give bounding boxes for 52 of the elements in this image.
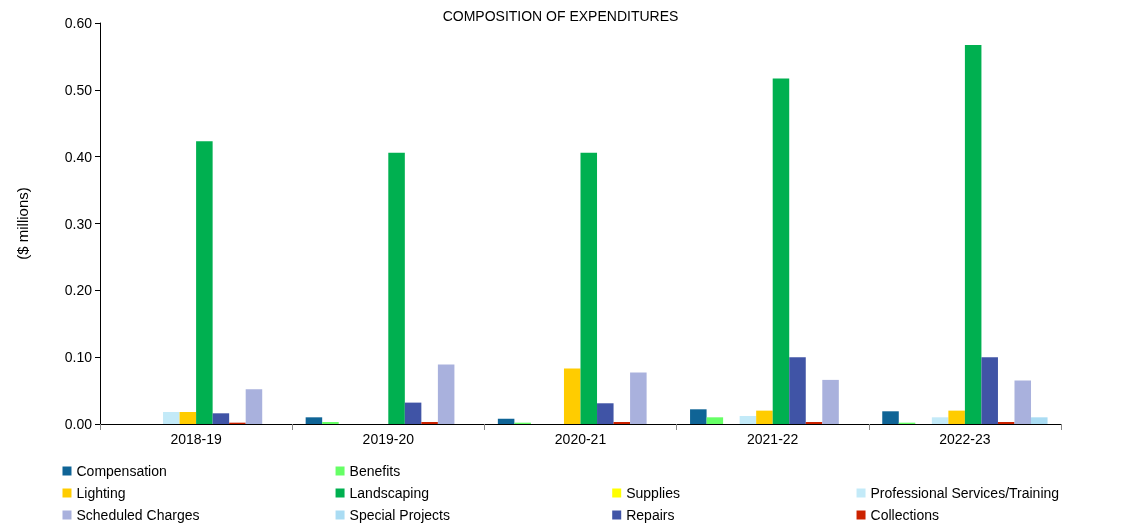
y-tick-label: 0.20 — [64, 282, 93, 299]
y-tick-label: 0.30 — [64, 215, 93, 232]
y-tick-label: 0.40 — [64, 148, 93, 165]
bar — [772, 78, 790, 424]
bar — [404, 402, 422, 424]
bar — [981, 357, 998, 424]
bar — [196, 141, 213, 424]
y-tick-label: 0.00 — [64, 416, 93, 432]
bar — [706, 417, 724, 424]
bar — [179, 411, 197, 424]
x-tick-label: 2019-20 — [362, 431, 415, 447]
bar — [739, 415, 757, 424]
bar — [756, 410, 773, 424]
bar — [563, 368, 581, 424]
bar — [597, 403, 614, 424]
legend-label: Supplies — [626, 485, 680, 501]
bar — [163, 411, 180, 424]
bar — [948, 410, 965, 424]
bar — [882, 411, 899, 424]
bar — [245, 389, 263, 424]
y-axis-title: ($ millions) — [14, 187, 31, 260]
bar — [388, 152, 405, 424]
bar — [1031, 417, 1048, 424]
bar — [212, 413, 230, 424]
x-tick-label: 2018-19 — [170, 431, 222, 447]
legend-label: Lighting — [76, 485, 126, 501]
legend-label: Collections — [870, 507, 940, 523]
bar — [497, 418, 515, 424]
y-tick-label: 0.10 — [64, 349, 93, 366]
legend-label: Special Projects — [349, 507, 450, 523]
bar — [437, 364, 455, 424]
bar — [822, 379, 839, 424]
x-tick-label: 2021-22 — [747, 431, 799, 447]
bar — [305, 417, 323, 424]
bar — [931, 417, 949, 424]
legend-label: Compensation — [76, 463, 167, 479]
bar — [690, 409, 707, 424]
bar — [964, 45, 982, 424]
bar — [1014, 380, 1032, 424]
bar — [630, 372, 647, 424]
bar — [580, 152, 598, 424]
x-tick-label: 2020-21 — [554, 431, 607, 447]
y-tick-label: 0.60 — [64, 15, 93, 31]
legend-label: Professional Services/Training — [870, 485, 1060, 501]
legend-label: Repairs — [626, 507, 675, 523]
bar — [789, 357, 806, 424]
x-tick-label: 2022-23 — [939, 431, 991, 447]
legend-label: Benefits — [349, 463, 401, 479]
legend-label: Scheduled Charges — [76, 507, 200, 523]
y-tick-label: 0.50 — [64, 81, 93, 98]
chart-title: COMPOSITION OF EXPENDITURES — [442, 8, 679, 24]
legend-label: Landscaping — [349, 485, 429, 501]
